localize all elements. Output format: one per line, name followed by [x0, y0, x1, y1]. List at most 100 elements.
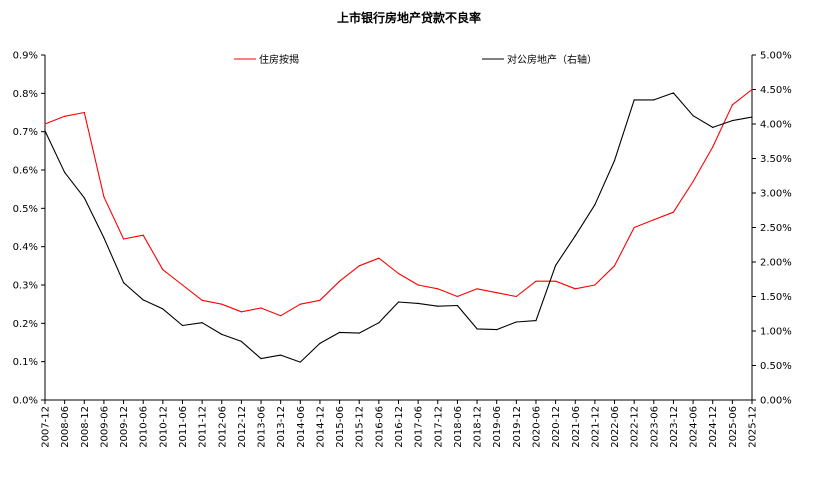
y-left-tick-label: 0.8%: [13, 89, 38, 100]
data-point-corporate: [496, 329, 498, 331]
data-point-mortgage: [574, 288, 576, 290]
x-tick-label: 2022-06: [610, 406, 621, 448]
x-tick-label: 2013-12: [276, 406, 287, 448]
y-right-tick-label: 4.00%: [760, 120, 792, 131]
data-point-mortgage: [122, 238, 125, 240]
data-point-mortgage: [417, 284, 419, 286]
data-point-mortgage: [280, 315, 282, 317]
x-tick-label: 2019-06: [492, 406, 503, 448]
x-tick-label: 2020-12: [551, 406, 562, 448]
data-point-corporate: [240, 340, 242, 342]
data-point-mortgage: [181, 284, 184, 286]
x-tick-label: 2012-12: [237, 406, 248, 448]
data-point-corporate: [555, 264, 557, 267]
y-left-tick-label: 0.0%: [13, 396, 38, 407]
data-point-mortgage: [692, 180, 694, 183]
data-point-corporate: [712, 126, 714, 129]
x-tick-label: 2015-06: [335, 406, 346, 448]
x-tick-label: 2025-12: [748, 406, 759, 448]
data-point-mortgage: [103, 196, 105, 198]
x-tick-label: 2014-12: [315, 406, 326, 448]
y-left-tick-label: 0.6%: [13, 166, 38, 177]
data-point-corporate: [181, 324, 184, 327]
y-right-tick-label: 0.00%: [760, 396, 792, 407]
y-right-tick-label: 3.50%: [760, 154, 792, 165]
data-point-corporate: [162, 308, 164, 310]
x-tick-label: 2017-12: [433, 406, 444, 448]
data-point-corporate: [672, 92, 675, 94]
y-right-tick-label: 5.00%: [760, 51, 792, 62]
data-point-mortgage: [672, 211, 675, 213]
data-point-corporate: [280, 354, 282, 356]
data-point-corporate: [44, 130, 46, 132]
series-line-corporate: [44, 92, 753, 363]
data-point-corporate: [751, 116, 753, 118]
data-point-mortgage: [338, 280, 341, 282]
data-point-mortgage: [751, 88, 753, 91]
data-point-corporate: [476, 328, 478, 330]
y-right-tick-label: 1.00%: [760, 327, 792, 338]
data-point-mortgage: [535, 280, 537, 282]
data-point-mortgage: [476, 288, 478, 290]
x-tick-label: 2011-12: [198, 406, 209, 448]
y-left-tick-label: 0.5%: [13, 204, 38, 215]
data-point-mortgage: [299, 303, 301, 305]
data-point-mortgage: [142, 234, 144, 236]
data-point-mortgage: [613, 265, 616, 267]
data-point-mortgage: [358, 265, 360, 267]
data-point-mortgage: [201, 299, 203, 301]
chart-title: 上市银行房地产贷款不良率: [337, 10, 481, 25]
data-point-mortgage: [221, 303, 223, 305]
y-right-tick-label: 0.50%: [760, 361, 792, 372]
legend-label-mortgage: 住房按揭: [259, 53, 299, 66]
data-point-mortgage: [594, 284, 596, 286]
data-point-mortgage: [456, 295, 459, 298]
data-point-mortgage: [162, 269, 164, 271]
legend-label-corporate: 对公房地产（右轴）: [507, 53, 597, 66]
data-point-corporate: [731, 119, 733, 122]
data-point-corporate: [515, 321, 517, 323]
x-tick-label: 2014-06: [296, 406, 307, 448]
data-point-mortgage: [240, 311, 242, 313]
x-tick-label: 2018-06: [453, 406, 464, 448]
series-layer: [44, 88, 753, 363]
data-point-mortgage: [44, 123, 46, 125]
y-left-tick-label: 0.4%: [13, 242, 38, 253]
x-tick-label: 2016-06: [374, 406, 385, 448]
y-left-tick-label: 0.2%: [13, 319, 38, 330]
x-tick-label: 2021-06: [571, 406, 582, 448]
axes: 0.0% 0.1% 0.2% 0.3% 0.4% 0.5% 0.6% 0.7% 0.8% 0.9%…: [13, 51, 792, 448]
y-right-tick-label: 2.50%: [760, 223, 792, 234]
data-point-corporate: [594, 204, 596, 206]
y-right-tick-label: 1.50%: [760, 292, 792, 303]
data-point-corporate: [613, 159, 616, 162]
data-point-corporate: [142, 299, 144, 301]
x-tick-label: 2008-12: [80, 406, 91, 448]
data-point-corporate: [535, 320, 537, 322]
y-right-tick-label: 2.00%: [760, 258, 792, 269]
data-point-corporate: [653, 99, 655, 101]
data-point-mortgage: [397, 272, 400, 275]
y-left-tick-label: 0.9%: [13, 51, 38, 62]
x-tick-label: 2009-06: [99, 406, 110, 448]
x-tick-label: 2018-12: [473, 406, 484, 448]
data-point-mortgage: [378, 257, 380, 259]
x-tick-label: 2011-06: [178, 406, 189, 448]
y-left-tick-label: 0.3%: [13, 281, 38, 292]
x-tick-label: 2015-12: [355, 406, 366, 448]
data-point-corporate: [692, 115, 694, 117]
data-point-corporate: [397, 301, 400, 303]
x-tick-label: 2020-06: [531, 406, 542, 448]
data-point-mortgage: [555, 280, 557, 282]
data-point-mortgage: [64, 115, 66, 117]
x-tick-label: 2010-12: [158, 406, 169, 448]
data-point-corporate: [437, 305, 439, 307]
x-tick-label: 2022-12: [630, 406, 641, 448]
data-point-mortgage: [731, 104, 733, 106]
x-tick-label: 2016-12: [394, 406, 405, 448]
data-point-mortgage: [633, 226, 635, 229]
data-point-mortgage: [712, 146, 714, 148]
x-tick-label: 2017-06: [414, 406, 425, 448]
data-point-corporate: [378, 322, 380, 324]
data-point-corporate: [103, 237, 105, 239]
